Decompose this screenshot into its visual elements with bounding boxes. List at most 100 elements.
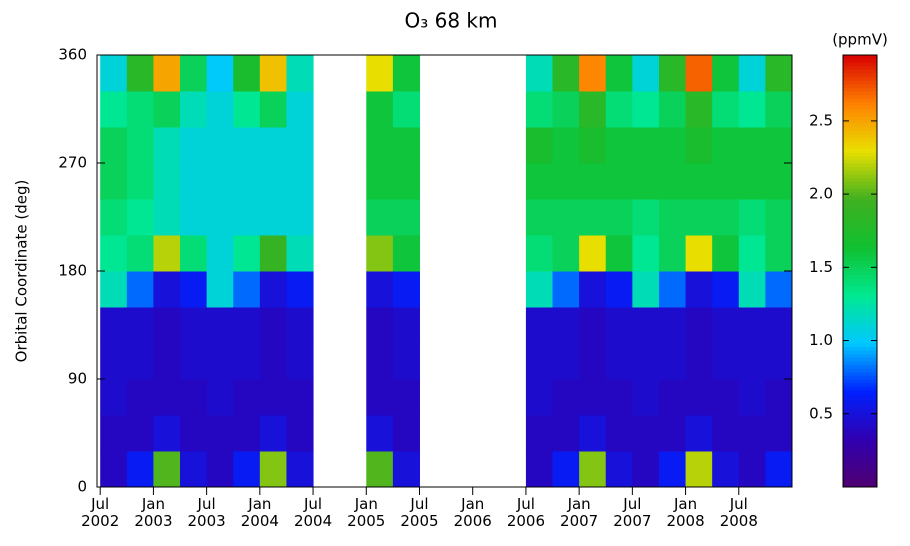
- colorbar-segment: [843, 364, 877, 369]
- colorbar-segment: [843, 353, 877, 358]
- colorbar-segment: [843, 80, 877, 85]
- heatmap-cell: [712, 451, 740, 488]
- heatmap-cell: [632, 379, 660, 416]
- heatmap-cell: [765, 271, 793, 308]
- colorbar-segment: [843, 170, 877, 175]
- colorbar-segment: [843, 116, 877, 121]
- heatmap-cell: [738, 415, 766, 452]
- heatmap-cell: [100, 415, 128, 452]
- colorbar-segment: [843, 137, 877, 142]
- heatmap-cell: [658, 127, 687, 164]
- y-tick-label: 270: [58, 154, 87, 172]
- heatmap-cell: [712, 235, 740, 272]
- heatmap-cell: [632, 235, 660, 272]
- heatmap-cell: [259, 235, 287, 272]
- heatmap-cell: [632, 127, 660, 164]
- colorbar-segment: [843, 145, 877, 150]
- heatmap-cell: [658, 55, 687, 92]
- heatmap-cell: [392, 343, 420, 380]
- heatmap-cell: [579, 343, 607, 380]
- heatmap-cell: [525, 307, 554, 344]
- x-tick-label: Jul 2005: [400, 495, 439, 530]
- colorbar-segment: [843, 231, 877, 236]
- heatmap-cell: [126, 199, 154, 236]
- colorbar-segment: [843, 375, 877, 380]
- colorbar-segment: [843, 134, 877, 139]
- heatmap-cell: [605, 199, 633, 236]
- heatmap-cell: [605, 379, 633, 416]
- colorbar-segment: [843, 159, 877, 164]
- colorbar-segment: [843, 281, 877, 286]
- colorbar-segment: [843, 328, 877, 333]
- heatmap-cell: [100, 55, 128, 92]
- heatmap-cell: [100, 91, 128, 128]
- x-tick-label: Jan 2003: [134, 495, 173, 530]
- colorbar-segment: [843, 65, 877, 70]
- colorbar-segment: [843, 112, 877, 117]
- heatmap-cell: [180, 199, 208, 236]
- colorbar-segment: [843, 393, 877, 398]
- heatmap-cell: [579, 91, 607, 128]
- heatmap-cell: [206, 379, 234, 416]
- heatmap-cell: [658, 343, 687, 380]
- colorbar-segment: [843, 260, 877, 265]
- heatmap-cell: [712, 163, 740, 200]
- colorbar-segment: [843, 429, 877, 434]
- heatmap-cell: [180, 415, 208, 452]
- x-tick-label: Jan 2006: [453, 495, 492, 530]
- heatmap-cell: [685, 199, 713, 236]
- heatmap-cell: [525, 55, 554, 92]
- colorbar-segment: [843, 368, 877, 373]
- heatmap-cell: [738, 451, 766, 488]
- heatmap-cell: [738, 127, 766, 164]
- colorbar-segment: [843, 472, 877, 477]
- colorbar-segment: [843, 436, 877, 441]
- colorbar-segment: [843, 382, 877, 387]
- heatmap-cell: [126, 307, 154, 344]
- heatmap-cell: [525, 163, 554, 200]
- colorbar-segment: [843, 245, 877, 250]
- colorbar-segment: [843, 249, 877, 254]
- heatmap-cell: [153, 451, 181, 488]
- colorbar-segment: [843, 148, 877, 153]
- heatmap-cell: [366, 235, 394, 272]
- colorbar-segment: [843, 285, 877, 290]
- heatmap-cell: [259, 91, 287, 128]
- heatmap-cell: [658, 199, 687, 236]
- colorbar-segment: [843, 483, 877, 488]
- colorbar-segment: [843, 422, 877, 427]
- heatmap-cell: [632, 307, 660, 344]
- heatmap-cell: [233, 307, 261, 344]
- heatmap-cell: [605, 91, 633, 128]
- heatmap-cell: [126, 415, 154, 452]
- y-axis-label: Orbital Coordinate (deg): [13, 180, 31, 363]
- colorbar-segment: [843, 235, 877, 240]
- x-tick-label: Jan 2004: [240, 495, 279, 530]
- heatmap-cell: [233, 451, 261, 488]
- colorbar-tick-label: 2.0: [809, 185, 833, 203]
- heatmap-cell: [100, 163, 128, 200]
- heatmap-cell: [366, 199, 394, 236]
- colorbar-segment: [843, 476, 877, 481]
- colorbar-segment: [843, 389, 877, 394]
- heatmap-cell: [632, 415, 660, 452]
- heatmap-cell: [259, 451, 287, 488]
- heatmap-cell: [233, 55, 261, 92]
- heatmap-cell: [286, 451, 314, 488]
- colorbar-segment: [843, 155, 877, 160]
- heatmap-cell: [738, 163, 766, 200]
- heatmap-cell: [366, 415, 394, 452]
- heatmap-cell: [765, 91, 793, 128]
- colorbar-segment: [843, 209, 877, 214]
- heatmap-cell: [712, 55, 740, 92]
- heatmap-cell: [286, 343, 314, 380]
- colorbar-segment: [843, 184, 877, 189]
- colorbar-segment: [843, 425, 877, 430]
- colorbar-segment: [843, 191, 877, 196]
- heatmap-cell: [153, 127, 181, 164]
- colorbar-segment: [843, 109, 877, 114]
- heatmap-cell: [153, 235, 181, 272]
- heatmap-cell: [605, 127, 633, 164]
- colorbar-segment: [843, 307, 877, 312]
- colorbar-segment: [843, 127, 877, 132]
